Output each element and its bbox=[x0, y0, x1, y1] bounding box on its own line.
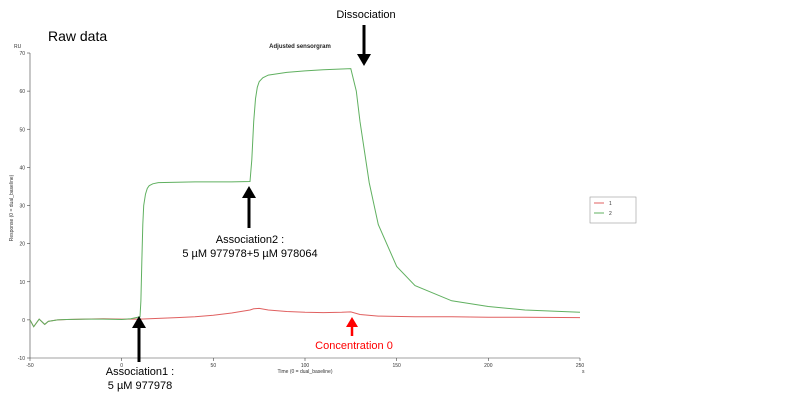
association2-arrowhead bbox=[242, 186, 256, 198]
association1-label-line2: 5 µM 977978 bbox=[108, 380, 172, 392]
x-tick-label: 50 bbox=[211, 363, 217, 369]
dissociation-annotation: Dissociation bbox=[336, 9, 396, 66]
legend-box bbox=[589, 196, 637, 224]
legend: 1 2 bbox=[589, 196, 637, 224]
x-axis-label: Time (0 = dual_baseline) bbox=[278, 369, 333, 375]
association1-arrowhead bbox=[132, 316, 146, 328]
y-tick-label: 10 bbox=[19, 280, 25, 286]
x-tick-label: 200 bbox=[484, 363, 493, 369]
y-tick-label: 30 bbox=[19, 204, 25, 210]
x-unit-label: s bbox=[582, 369, 585, 375]
concentration0-annotation: Concentration 0 bbox=[315, 317, 393, 352]
series-layer bbox=[29, 68, 581, 328]
series-line-1 bbox=[29, 307, 581, 328]
association1-annotation: Association1 : 5 µM 977978 bbox=[106, 316, 174, 392]
association1-label-line1: Association1 : bbox=[106, 366, 174, 378]
concentration0-arrowhead bbox=[346, 317, 358, 327]
y-axis-label: Response (0 = dual_baseline) bbox=[9, 174, 15, 241]
x-tick-label: -50 bbox=[26, 363, 33, 369]
y-tick-label: 50 bbox=[19, 127, 25, 133]
association2-label-line2: 5 µM 977978+5 µM 978064 bbox=[182, 248, 317, 260]
series-line-2 bbox=[29, 68, 581, 328]
dissociation-arrowhead bbox=[357, 54, 371, 66]
y-tick-label: 40 bbox=[19, 165, 25, 171]
association2-label-line1: Association2 : bbox=[216, 234, 284, 246]
association2-annotation: Association2 : 5 µM 977978+5 µM 978064 bbox=[182, 186, 318, 260]
dissociation-label: Dissociation bbox=[336, 9, 395, 21]
y-unit-label: RU bbox=[14, 44, 22, 50]
page-title: Raw data bbox=[48, 28, 107, 44]
axes: -10 0 10 20 30 40 50 60 70 -50 0 50 100 150 200 250 bbox=[18, 51, 585, 369]
y-tick-label: 70 bbox=[19, 51, 25, 57]
x-tick-label: 100 bbox=[301, 363, 310, 369]
y-tick-label: -10 bbox=[18, 356, 25, 362]
y-tick-label: 0 bbox=[22, 318, 25, 324]
y-tick-label: 60 bbox=[19, 89, 25, 95]
x-tick-label: 0 bbox=[120, 363, 123, 369]
x-tick-label: 150 bbox=[392, 363, 401, 369]
concentration0-label: Concentration 0 bbox=[315, 340, 393, 352]
legend-label-2: 2 bbox=[609, 211, 612, 217]
chart-title: Adjusted sensorgram bbox=[269, 44, 331, 50]
y-tick-label: 20 bbox=[19, 242, 25, 248]
x-tick-label: 250 bbox=[576, 363, 585, 369]
legend-label-1: 1 bbox=[609, 201, 612, 207]
